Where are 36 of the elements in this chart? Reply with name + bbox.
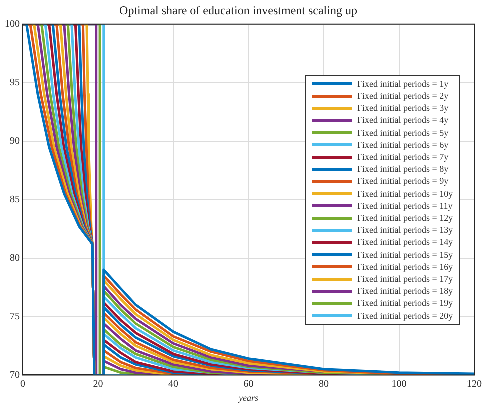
legend-label: Fixed initial periods = 2y — [358, 90, 449, 102]
y-tick-label: 95 — [10, 77, 20, 88]
legend-label: Fixed initial periods = 9y — [358, 175, 449, 188]
y-tick-label: 90 — [10, 136, 20, 147]
legend-label: Fixed initial periods = 18y — [358, 285, 454, 298]
legend-label: Fixed initial periods = 1y — [358, 78, 449, 90]
legend-label: Fixed initial periods = 12y — [358, 212, 454, 224]
legend-label: Fixed initial periods = 17y — [358, 273, 454, 286]
y-tick-label: 75 — [10, 311, 20, 322]
x-tick-label: 20 — [93, 378, 104, 390]
y-tick-label: 70 — [10, 370, 20, 381]
legend-label: Fixed initial periods = 4y — [358, 114, 449, 127]
x-tick-label: 80 — [319, 378, 329, 390]
x-tick-label: 100 — [392, 378, 407, 390]
legend-label: Fixed initial periods = 8y — [358, 163, 449, 176]
legend-label: Fixed initial periods = 16y — [358, 260, 454, 274]
legend-label: Fixed initial periods = 10y — [358, 188, 454, 200]
x-tick-label: 40 — [168, 378, 178, 390]
chart-title: Optimal share of education investment scaling up — [120, 3, 358, 18]
legend-label: Fixed initial periods = 20y — [358, 310, 454, 322]
legend-label: Fixed initial periods = 15y — [358, 248, 454, 261]
legend-label: Fixed initial periods = 3y — [358, 102, 449, 114]
legend-label: Fixed initial periods = 13y — [358, 224, 454, 236]
x-tick-label: 0 — [20, 378, 26, 390]
legend-label: Fixed initial periods = 11y — [358, 200, 453, 212]
legend-label: Fixed initial periods = 7y — [358, 151, 449, 164]
y-tick-label: 85 — [10, 194, 20, 206]
y-tick-label: 100 — [5, 19, 20, 30]
x-axis-title: years — [238, 392, 259, 403]
y-tick-label: 80 — [10, 252, 20, 264]
x-tick-label: 60 — [244, 378, 254, 390]
x-tick-label: 120 — [467, 378, 482, 390]
legend-label: Fixed initial periods = 6y — [358, 138, 449, 152]
legend-label: Fixed initial periods = 14y — [358, 236, 454, 249]
legend-label: Fixed initial periods = 19y — [358, 297, 454, 310]
legend-label: Fixed initial periods = 5y — [358, 126, 449, 139]
